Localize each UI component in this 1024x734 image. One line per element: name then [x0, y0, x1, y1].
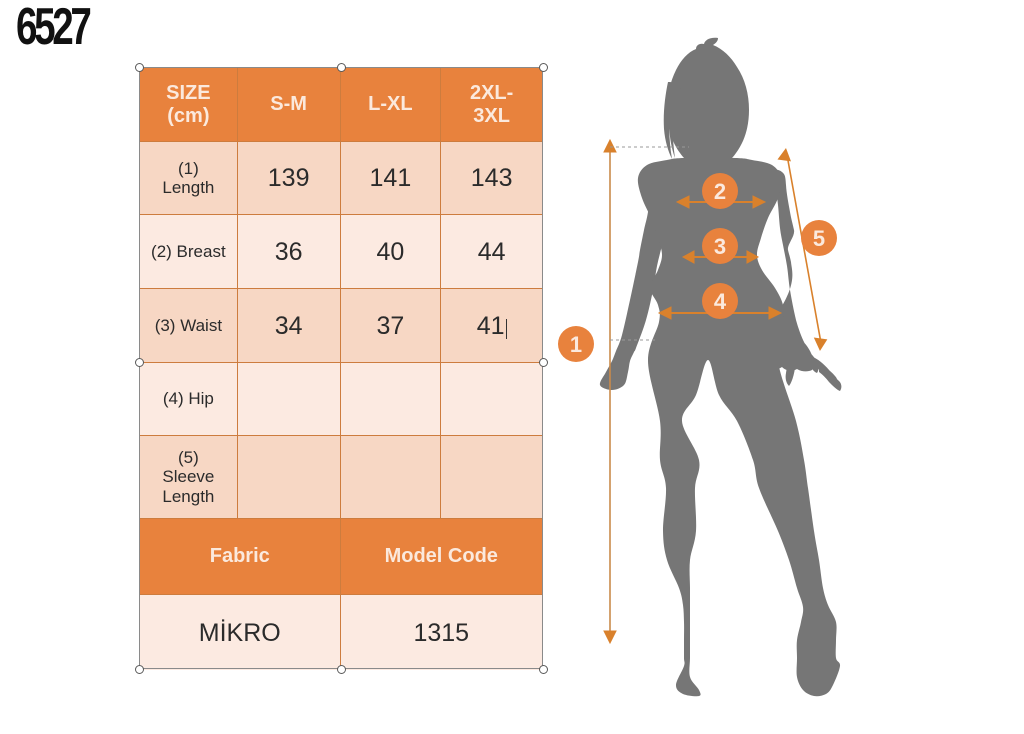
svg-text:3: 3	[714, 234, 726, 259]
svg-text:4: 4	[714, 289, 727, 314]
svg-text:1: 1	[570, 332, 582, 357]
svg-text:2: 2	[714, 179, 726, 204]
svg-text:5: 5	[813, 226, 825, 251]
